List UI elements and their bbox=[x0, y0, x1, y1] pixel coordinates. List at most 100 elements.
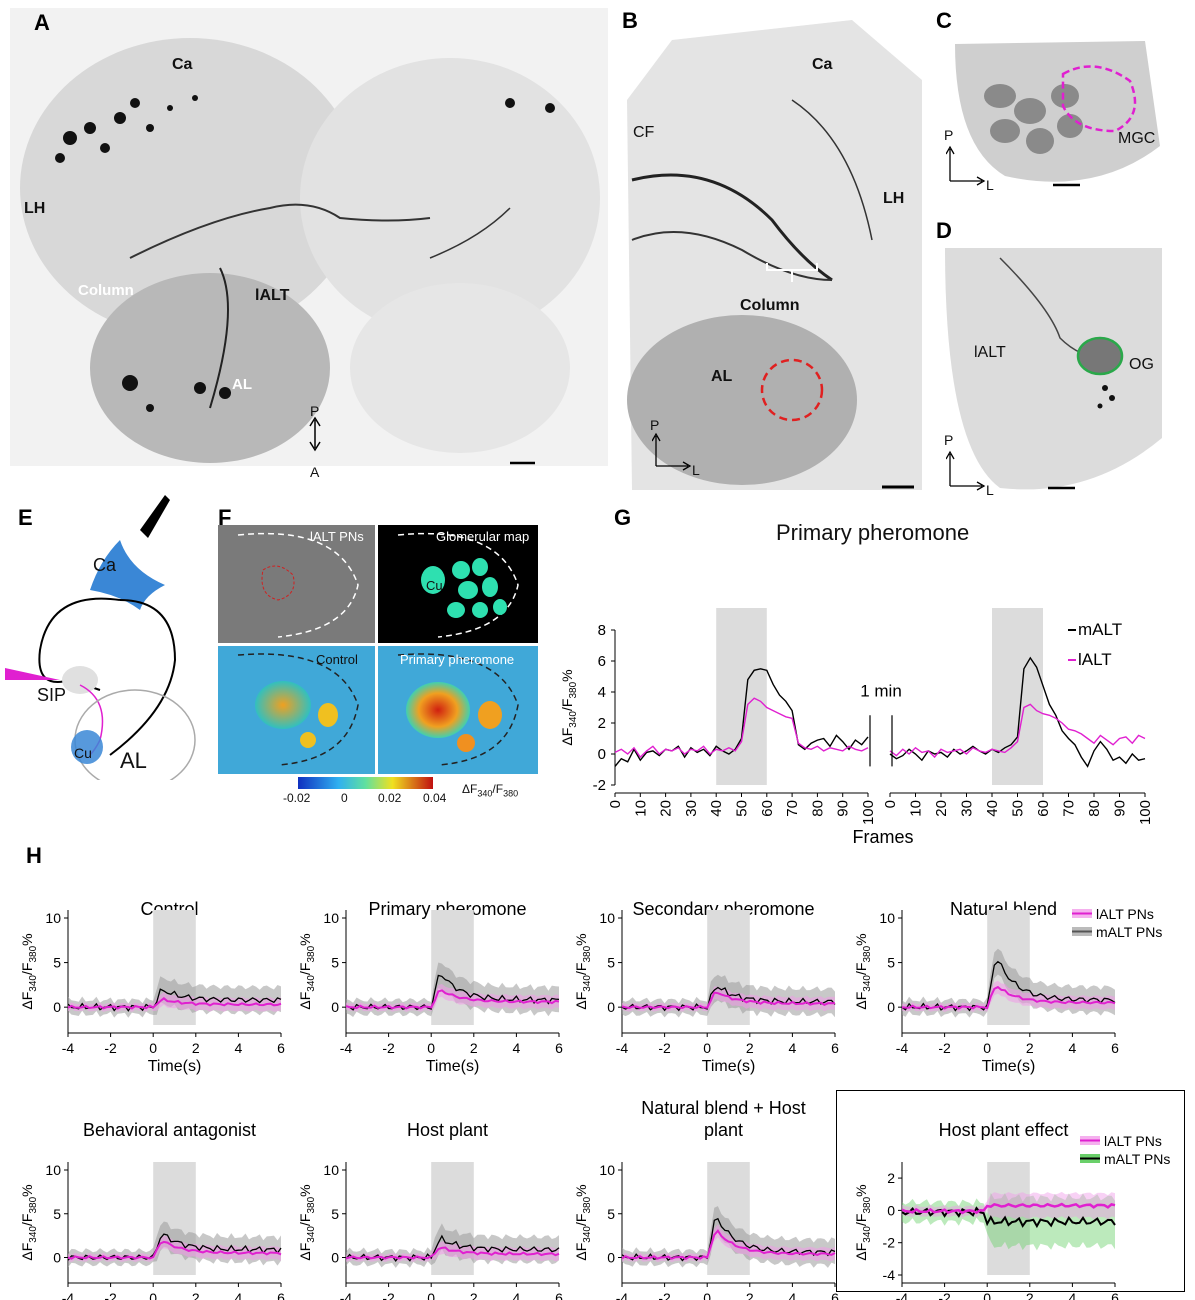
subplot-title: Behavioral antagonist bbox=[83, 1120, 256, 1140]
x-tick-label: -4 bbox=[616, 1290, 629, 1300]
x-tick-label: 90 bbox=[835, 800, 852, 817]
x-tick-label: -4 bbox=[896, 1290, 909, 1300]
x-tick-label: 2 bbox=[470, 1040, 478, 1056]
x-tick-label: 0 bbox=[149, 1040, 157, 1056]
series-line-lalt bbox=[345, 989, 560, 1010]
panel-letter-f: F bbox=[218, 505, 232, 530]
x-tick-label: -4 bbox=[896, 1040, 909, 1056]
x-axis-label: Time(s) bbox=[148, 1058, 202, 1075]
x-tick-label: -4 bbox=[340, 1290, 353, 1300]
axis-p-c: P bbox=[944, 127, 954, 143]
label-cu-e: Cu bbox=[74, 745, 92, 761]
x-tick-label: 100 bbox=[1137, 800, 1154, 825]
x-tick-label: 4 bbox=[1069, 1040, 1077, 1056]
x-tick-label: -2 bbox=[938, 1290, 951, 1300]
y-tick-label: -2 bbox=[883, 1235, 896, 1251]
legend-label: mALT PNs bbox=[1104, 1151, 1170, 1167]
x-tick-label: 60 bbox=[759, 800, 776, 817]
colorbar-title: ΔF340/F380 bbox=[462, 782, 519, 799]
x-tick-label: 6 bbox=[555, 1290, 563, 1300]
y-tick-label: 10 bbox=[599, 910, 615, 926]
x-tick-label: 90 bbox=[1112, 800, 1129, 817]
x-tick-label: 2 bbox=[746, 1290, 754, 1300]
y-tick-label: 10 bbox=[599, 1162, 615, 1178]
legend-label: mALT PNs bbox=[1096, 924, 1162, 940]
h-subplot-H3: Secondary pheromone 0 5 10 -4 -2 0 2 4 6 Time(s) ΔF… bbox=[573, 899, 839, 1075]
x-tick-label: 70 bbox=[784, 800, 801, 817]
h-subplot-H4: Natural blend 0 5 10 -4 -2 0 2 4 6 Time(s) ΔF340/F3… bbox=[853, 899, 1162, 1075]
x-tick-label: 2 bbox=[470, 1290, 478, 1300]
legend-label: lALT bbox=[1078, 650, 1112, 669]
subplot-title: plant bbox=[704, 1120, 743, 1140]
series-line-lalt bbox=[614, 697, 869, 759]
x-tick-label: 70 bbox=[1061, 800, 1078, 817]
subplot-title: Host plant effect bbox=[939, 1120, 1069, 1140]
x-tick-label: 4 bbox=[235, 1040, 243, 1056]
x-tick-label: 4 bbox=[789, 1290, 797, 1300]
series-line-lalt bbox=[889, 703, 1146, 759]
panel-letter-b: B bbox=[622, 8, 638, 33]
panel-letter-e: E bbox=[18, 505, 33, 530]
x-tick-label: 0 bbox=[427, 1040, 435, 1056]
y-tick-label: 5 bbox=[53, 955, 61, 971]
label-lalt-d: lALT bbox=[974, 344, 1006, 361]
y-axis-label: ΔF340/F380% bbox=[19, 933, 39, 1009]
x-axis-label: Time(s) bbox=[702, 1058, 756, 1075]
x-tick-label: -4 bbox=[62, 1040, 75, 1056]
y-axis-label: ΔF340/F380% bbox=[560, 669, 579, 745]
label-ca-e: Ca bbox=[93, 555, 117, 575]
x-tick-label: 6 bbox=[277, 1290, 285, 1300]
axis-arrows-b bbox=[652, 432, 692, 471]
label-column: Column bbox=[78, 282, 134, 299]
h-subplot-H2: Primary pheromone 0 5 10 -4 -2 0 2 4 6 Time(s) ΔF34… bbox=[297, 899, 563, 1075]
x-tick-label: 4 bbox=[513, 1290, 521, 1300]
y-axis-label: ΔF340/F380% bbox=[573, 1184, 593, 1260]
x-tick-label: 100 bbox=[860, 800, 877, 825]
x-tick-label: 0 bbox=[703, 1290, 711, 1300]
axis-arrows-d bbox=[946, 450, 986, 491]
label-cu-f: Cu bbox=[426, 578, 443, 593]
stimulus-window bbox=[992, 608, 1043, 785]
imaging-f bbox=[218, 525, 538, 789]
x-tick-label: 60 bbox=[1035, 800, 1052, 817]
x-tick-label: -2 bbox=[104, 1040, 117, 1056]
series-line-lalt bbox=[345, 1246, 560, 1260]
schematic-e bbox=[5, 495, 196, 780]
y-tick-label: 0 bbox=[331, 1250, 339, 1266]
axis-l-b: L bbox=[692, 462, 700, 478]
y-tick-label: 10 bbox=[45, 910, 61, 926]
x-tick-label: -2 bbox=[938, 1040, 951, 1056]
subplot-title: Host plant bbox=[407, 1120, 488, 1140]
label-al-e: AL bbox=[120, 748, 147, 773]
y-tick-label: 10 bbox=[879, 910, 895, 926]
x-tick-label: 6 bbox=[831, 1290, 839, 1300]
y-tick-label: 5 bbox=[331, 1206, 339, 1222]
axis-arrows-c bbox=[946, 145, 986, 186]
y-axis-label: ΔF340/F380% bbox=[297, 933, 317, 1009]
x-tick-label: -2 bbox=[658, 1040, 671, 1056]
series-line-malt bbox=[67, 1233, 282, 1261]
axis-p: P bbox=[310, 403, 320, 419]
x-tick-label: -2 bbox=[382, 1040, 395, 1056]
x-tick-label: 40 bbox=[984, 800, 1001, 817]
series-line-lalt bbox=[901, 1202, 1116, 1215]
panel-letter-h: H bbox=[26, 843, 42, 868]
axis-l-d: L bbox=[986, 482, 994, 498]
x-tick-label: 0 bbox=[983, 1040, 991, 1056]
label-ca-b: Ca bbox=[812, 56, 833, 73]
x-tick-label: -4 bbox=[340, 1040, 353, 1056]
x-tick-label: 0 bbox=[983, 1290, 991, 1300]
y-tick-label: 4 bbox=[598, 684, 606, 701]
stimulus-window bbox=[716, 608, 767, 785]
panel-letter-c: C bbox=[936, 8, 952, 33]
y-tick-label: 0 bbox=[607, 1250, 615, 1266]
series-line-lalt bbox=[67, 1240, 282, 1260]
lalt-sem-band bbox=[902, 980, 1115, 1013]
series-line-lalt bbox=[67, 997, 282, 1010]
x-tick-label: 20 bbox=[933, 800, 950, 817]
al-d-drawing bbox=[945, 248, 1162, 490]
series-line-malt bbox=[345, 1234, 560, 1262]
y-tick-label: 0 bbox=[331, 999, 339, 1015]
